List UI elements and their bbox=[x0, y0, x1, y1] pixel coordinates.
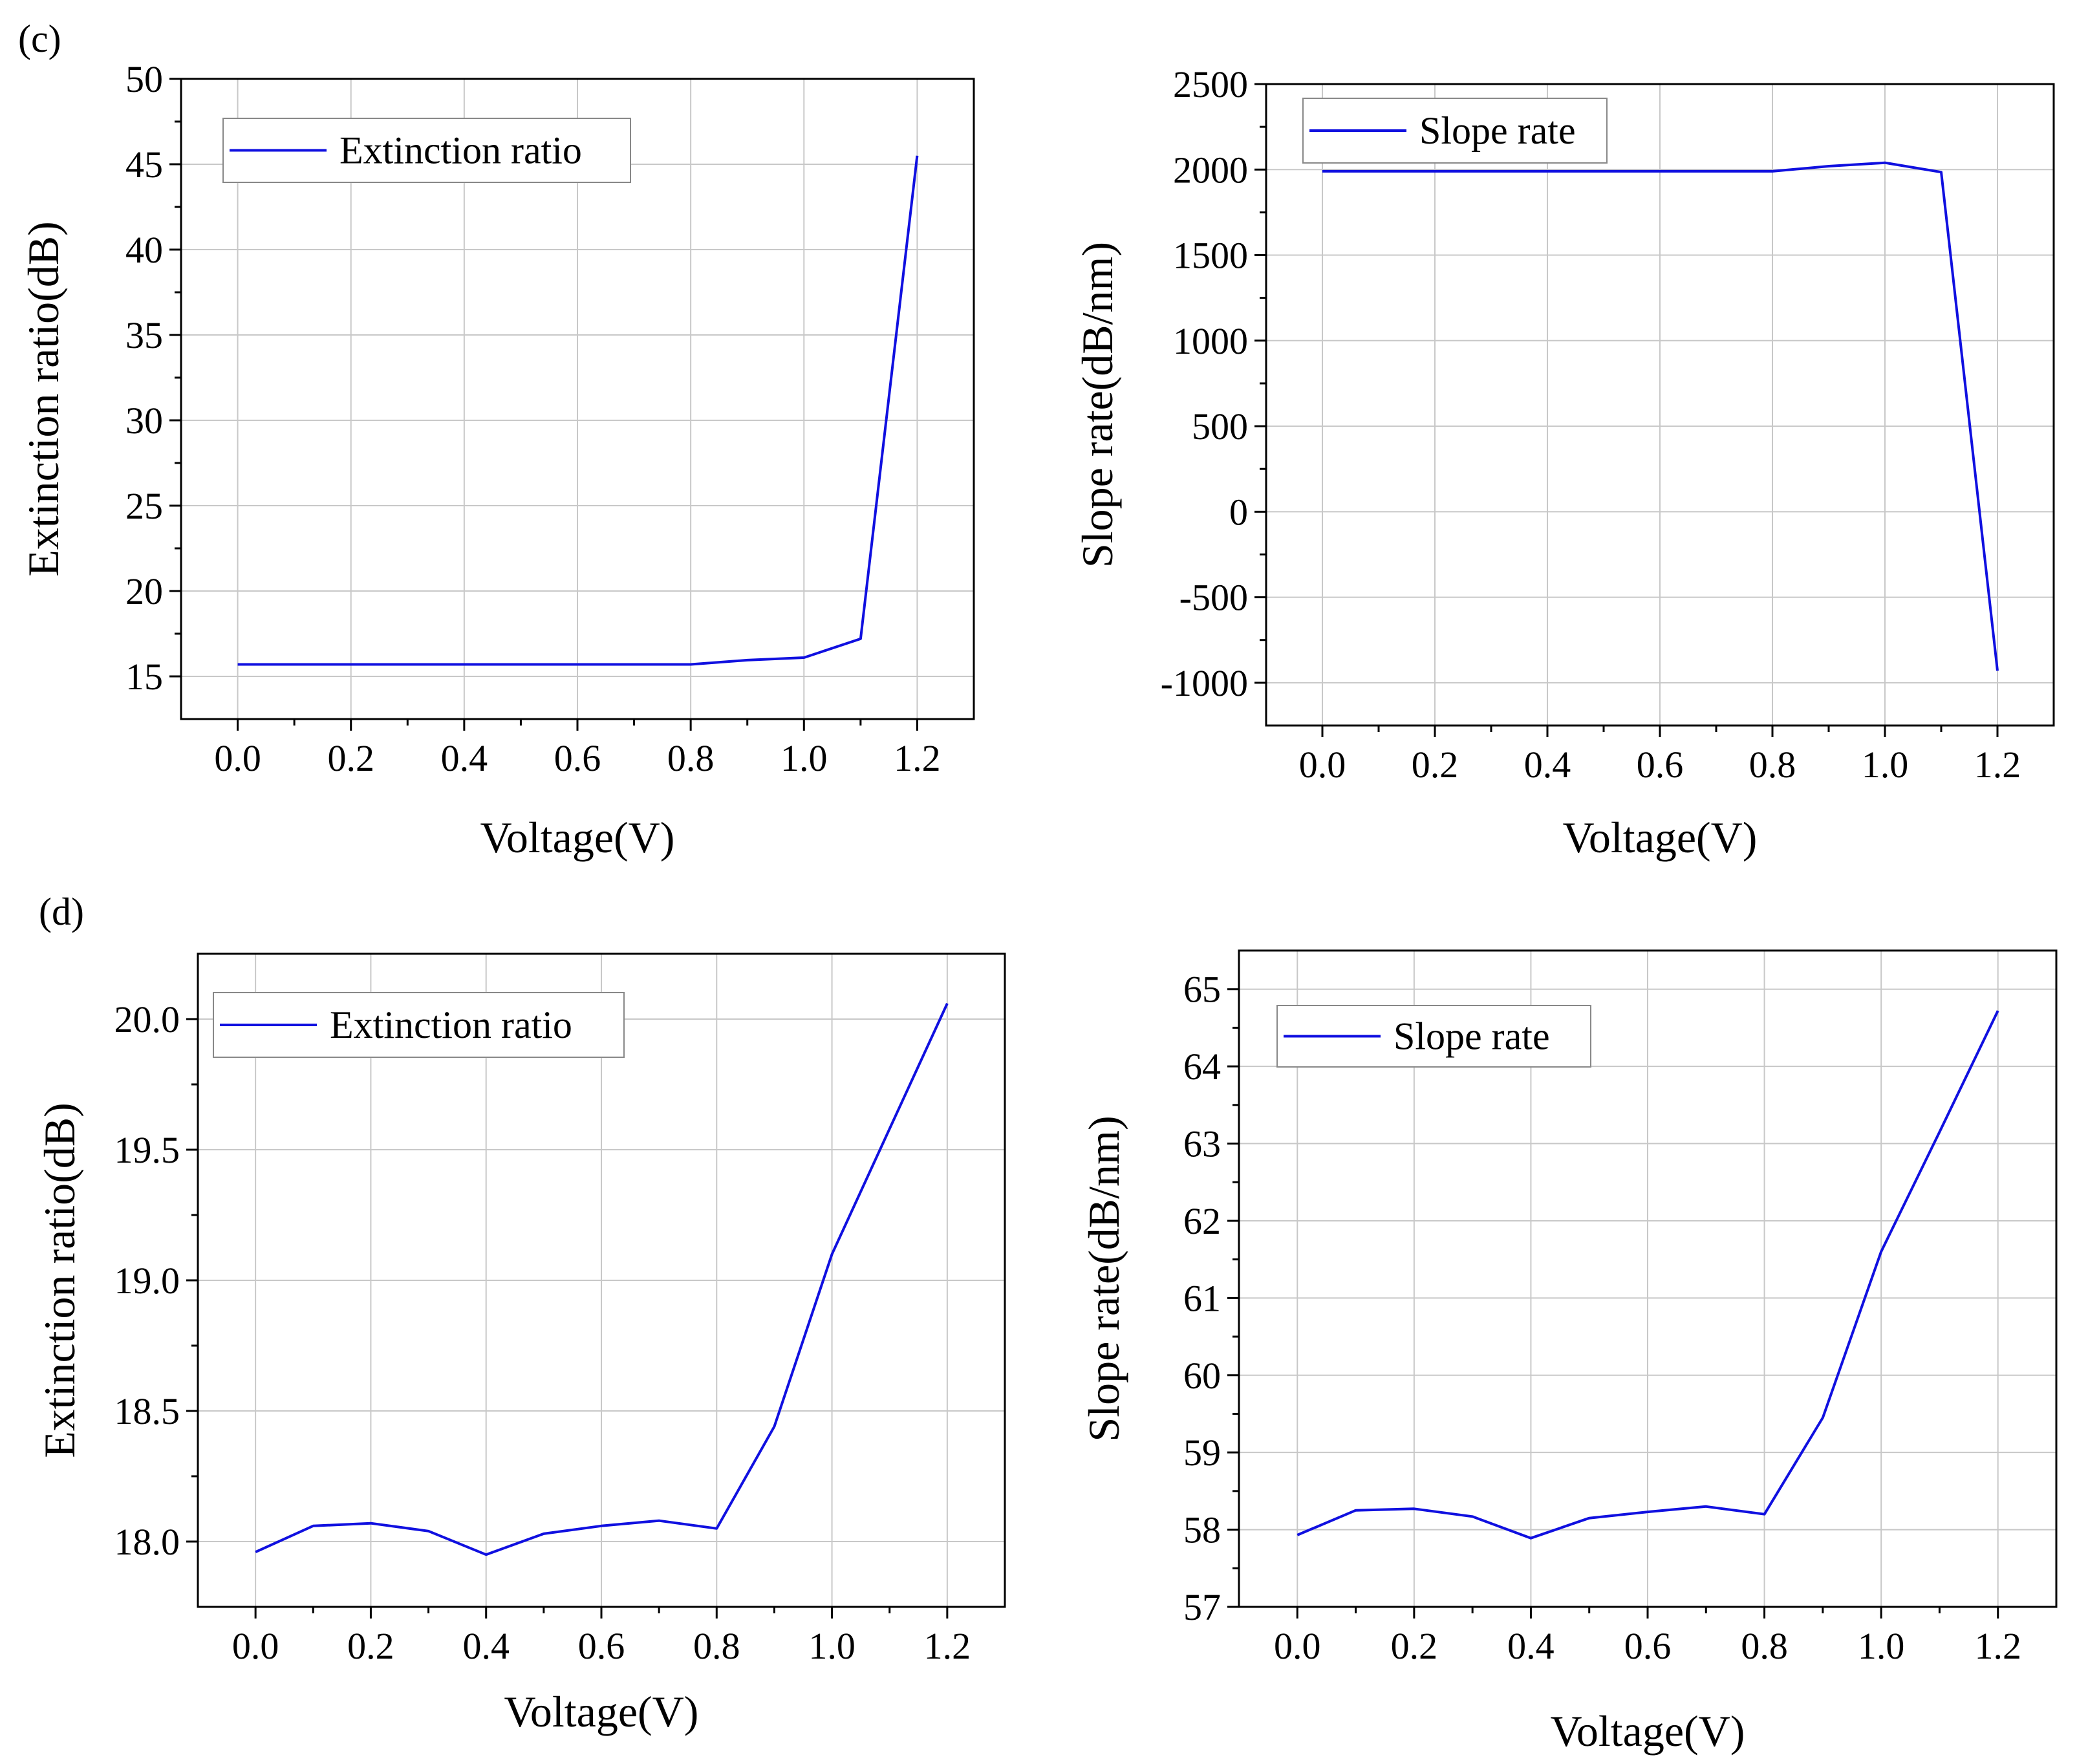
x-axis-label: Voltage(V) bbox=[1551, 1706, 1745, 1756]
x-tick-label: 0.4 bbox=[1507, 1625, 1555, 1667]
x-tick-label: 1.0 bbox=[780, 737, 828, 779]
y-tick-label: 45 bbox=[125, 144, 163, 186]
x-tick-label: 1.2 bbox=[894, 737, 941, 779]
y-tick-label: 59 bbox=[1183, 1432, 1221, 1474]
x-tick-label: 0.2 bbox=[1391, 1625, 1438, 1667]
x-tick-label: 1.2 bbox=[1974, 1625, 2021, 1667]
x-tick-label: 0.0 bbox=[1299, 744, 1346, 786]
y-tick-label: 40 bbox=[125, 229, 163, 271]
y-tick-label: 2500 bbox=[1173, 63, 1248, 105]
x-tick-label: 0.8 bbox=[1749, 744, 1796, 786]
legend-label: Slope rate bbox=[1419, 109, 1576, 152]
y-tick-label: 15 bbox=[125, 656, 163, 698]
x-tick-label: 0.4 bbox=[441, 737, 488, 779]
y-tick-label: 19.5 bbox=[114, 1129, 180, 1171]
y-tick-label: 25 bbox=[125, 485, 163, 527]
x-tick-label: 0.6 bbox=[554, 737, 601, 779]
x-tick-label: 0.4 bbox=[1524, 744, 1571, 786]
chart-extinction-ratio-d: 0.0 0.2 0.4 0.6 0.8 1.0 1.2 18.0 18.5 19.0 19.5 20.… bbox=[35, 952, 1006, 1736]
x-tick-label: 1.0 bbox=[1858, 1625, 1905, 1667]
y-tick-label: 20 bbox=[125, 570, 163, 612]
x-tick-label: 0.0 bbox=[214, 737, 261, 779]
y-tick-label: 18.5 bbox=[114, 1390, 180, 1432]
x-tick-label: 1.0 bbox=[808, 1625, 856, 1667]
legend-box bbox=[213, 992, 625, 1058]
legend-label: Extinction ratio bbox=[330, 1004, 572, 1046]
y-tick-label: 20.0 bbox=[114, 998, 180, 1040]
x-tick-label: 0.0 bbox=[232, 1625, 279, 1667]
y-tick-label: 50 bbox=[125, 58, 163, 100]
y-tick-label: 57 bbox=[1183, 1586, 1221, 1628]
y-axis-label: Extinction ratio(dB) bbox=[35, 1102, 84, 1458]
x-tick-label: 1.0 bbox=[1862, 744, 1909, 786]
x-tick-label: 0.0 bbox=[1274, 1625, 1321, 1667]
x-tick-label: 0.2 bbox=[1412, 744, 1459, 786]
x-tick-label: 0.2 bbox=[327, 737, 374, 779]
y-tick-label: 64 bbox=[1183, 1046, 1221, 1088]
y-tick-label: 1000 bbox=[1173, 320, 1248, 362]
y-tick-label: 500 bbox=[1192, 405, 1248, 447]
y-tick-label: 58 bbox=[1183, 1509, 1221, 1551]
x-tick-label: 0.6 bbox=[578, 1625, 625, 1667]
x-tick-label: 0.8 bbox=[667, 737, 715, 779]
y-tick-label: -500 bbox=[1179, 577, 1248, 619]
x-tick-label: 0.8 bbox=[1741, 1625, 1788, 1667]
y-tick-label: 35 bbox=[125, 314, 163, 356]
y-tick-label: 61 bbox=[1183, 1277, 1221, 1319]
y-tick-label: -1000 bbox=[1161, 662, 1248, 704]
x-tick-label: 0.6 bbox=[1624, 1625, 1672, 1667]
y-tick-label: 30 bbox=[125, 400, 163, 442]
legend-label: Extinction ratio bbox=[339, 129, 582, 172]
x-tick-label: 0.8 bbox=[693, 1625, 740, 1667]
y-tick-label: 0 bbox=[1229, 491, 1248, 533]
chart-slope-rate-d: 0.0 0.2 0.4 0.6 0.8 1.0 1.2 57 58 59 60 61 62 63 64 65 V… bbox=[1079, 949, 2058, 1756]
y-tick-label: 62 bbox=[1183, 1200, 1221, 1242]
x-tick-label: 1.2 bbox=[1974, 744, 2021, 786]
x-tick-label: 0.2 bbox=[347, 1625, 394, 1667]
y-axis-label: Slope rate(dB/nm) bbox=[1073, 242, 1122, 568]
panel-label-d: (d) bbox=[39, 890, 84, 933]
x-tick-label: 0.6 bbox=[1637, 744, 1684, 786]
y-tick-label: 2000 bbox=[1173, 149, 1248, 191]
y-tick-label: 60 bbox=[1183, 1355, 1221, 1397]
x-axis-label: Voltage(V) bbox=[504, 1687, 699, 1736]
y-tick-label: 19.0 bbox=[114, 1260, 180, 1302]
y-axis-label: Slope rate(dB/nm) bbox=[1079, 1115, 1128, 1441]
x-tick-label: 0.4 bbox=[462, 1625, 510, 1667]
panel-label-c: (c) bbox=[18, 17, 61, 60]
y-axis-label: Extinction ratio(dB) bbox=[19, 221, 68, 577]
x-axis-label: Voltage(V) bbox=[480, 813, 675, 862]
y-tick-label: 65 bbox=[1183, 969, 1221, 1011]
y-tick-label: 1500 bbox=[1173, 235, 1248, 277]
chart-extinction-ratio-c: 0.0 0.2 0.4 0.6 0.8 1.0 1.2 15 20 25 30 35 40 45 50 Vol… bbox=[19, 58, 975, 862]
chart-slope-rate-c: 0.0 0.2 0.4 0.6 0.8 1.0 1.2 -1000 -500 0 500 1000 15… bbox=[1073, 63, 2055, 862]
x-tick-label: 1.2 bbox=[924, 1625, 971, 1667]
legend-label: Slope rate bbox=[1394, 1015, 1550, 1058]
y-tick-label: 18.0 bbox=[114, 1521, 180, 1563]
x-axis-label: Voltage(V) bbox=[1563, 813, 1758, 862]
y-tick-label: 63 bbox=[1183, 1123, 1221, 1165]
